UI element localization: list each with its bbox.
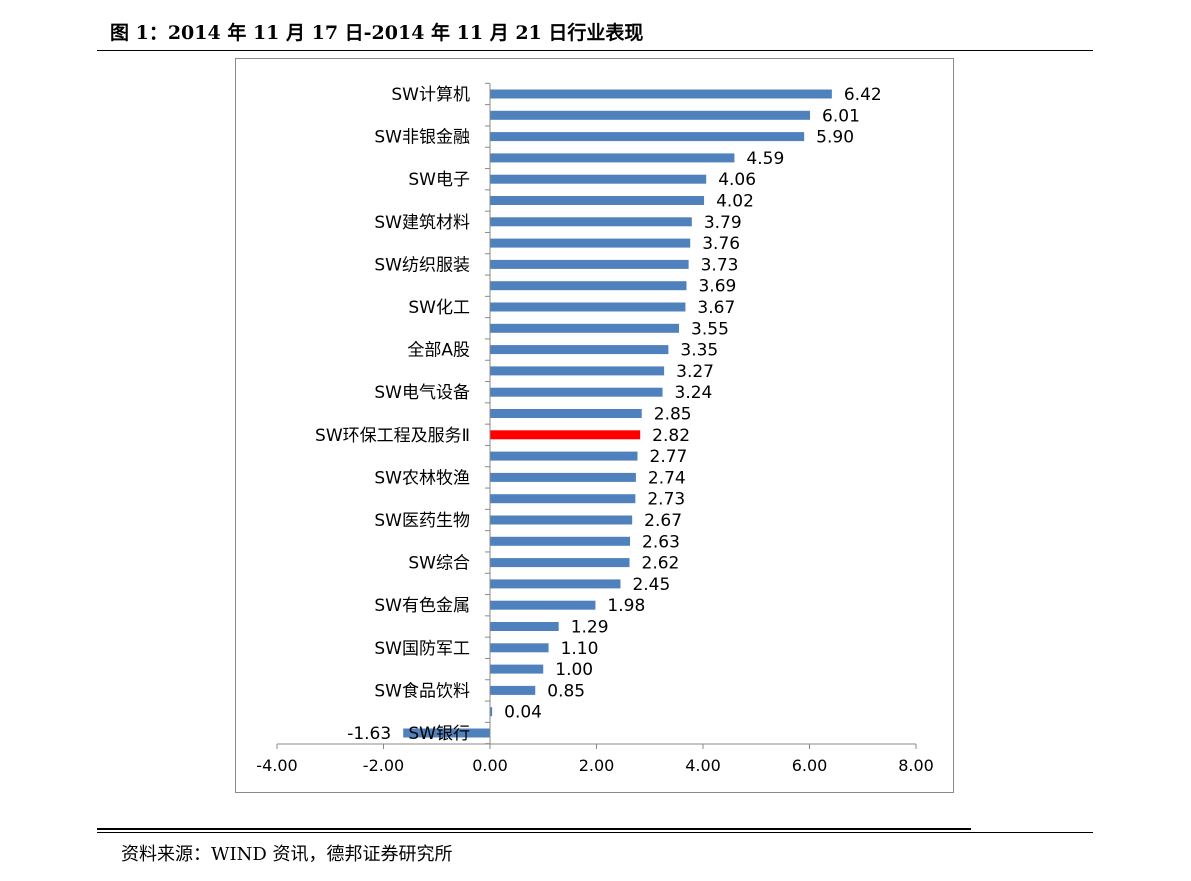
bar-chart: -4.00 -2.00 0.00 2.00 4.00 6.00 8.00 SW计算机 SW非银金…	[256, 82, 934, 775]
value-label: 1.98	[607, 596, 645, 616]
category-label: SW计算机	[391, 85, 470, 105]
category-label: 全部A股	[407, 341, 470, 361]
value-label: 3.69	[698, 277, 736, 297]
value-label: 3.79	[704, 213, 742, 233]
source-note: 资料来源：WIND 资讯，德邦证券研究所	[121, 844, 453, 865]
bar	[490, 238, 691, 248]
x-tick-label: 4.00	[685, 756, 721, 775]
bar	[490, 174, 707, 184]
category-label: SW食品饮料	[374, 681, 470, 701]
category-label: SW国防军工	[374, 639, 470, 659]
bar	[490, 89, 832, 99]
value-label: 3.73	[701, 255, 739, 275]
bar	[490, 664, 544, 674]
x-tick-label: -4.00	[256, 756, 297, 775]
value-label: 2.73	[647, 490, 685, 510]
bar	[490, 281, 687, 291]
bar	[490, 345, 669, 355]
bar	[490, 707, 493, 717]
category-label: SW农林牧渔	[374, 468, 470, 488]
category-label: SW电子	[408, 170, 470, 190]
bar	[490, 558, 630, 568]
category-label: SW电气设备	[374, 383, 470, 403]
category-label: SW有色金属	[374, 596, 470, 616]
bar	[490, 387, 663, 397]
value-label: 3.67	[697, 298, 735, 318]
value-label: 1.10	[561, 639, 599, 659]
x-tick-label: 6.00	[792, 756, 828, 775]
bar	[490, 515, 633, 525]
bar	[490, 494, 636, 504]
bar	[490, 622, 559, 631]
value-label: 2.45	[632, 575, 670, 595]
category-label: SW纺织服装	[374, 255, 470, 275]
value-label: 6.42	[844, 85, 882, 105]
source-divider-thin	[97, 832, 1093, 833]
value-label: 4.06	[718, 170, 756, 190]
x-tick-label: -2.00	[363, 756, 404, 775]
value-label: 2.82	[652, 426, 690, 446]
bar	[490, 217, 692, 227]
title-divider	[97, 50, 1093, 51]
value-label: 4.59	[746, 149, 784, 169]
figure-title: 图 1：2014 年 11 月 17 日-2014 年 11 月 21 日行业表…	[110, 22, 644, 44]
bar	[490, 196, 705, 205]
bar	[490, 110, 811, 120]
bar	[490, 600, 596, 610]
value-label: 2.63	[642, 532, 680, 552]
chart-frame: -4.00 -2.00 0.00 2.00 4.00 6.00 8.00 SW计算机 SW非银金…	[235, 58, 954, 793]
value-label: 3.76	[702, 234, 740, 254]
bar	[490, 472, 636, 482]
bar	[490, 323, 680, 333]
value-label: 2.77	[650, 447, 688, 467]
bar	[490, 579, 621, 589]
value-label: 6.01	[822, 106, 860, 126]
value-label: -1.63	[347, 724, 391, 744]
value-label: 3.55	[691, 319, 729, 339]
bar	[490, 430, 641, 440]
value-label: 3.24	[675, 383, 713, 403]
bar	[403, 728, 490, 738]
category-label: SW非银金融	[374, 128, 470, 148]
value-label: 2.67	[644, 511, 682, 531]
value-label: 4.02	[716, 192, 754, 212]
bar	[490, 259, 689, 269]
bar	[490, 366, 665, 376]
value-label: 2.62	[642, 554, 680, 574]
bar	[490, 153, 735, 163]
x-tick-label: 2.00	[579, 756, 615, 775]
source-divider-thick	[97, 828, 971, 830]
bar	[490, 302, 686, 312]
value-label: 1.29	[571, 618, 609, 638]
category-label: SW化工	[408, 298, 470, 318]
category-label: SW银行	[408, 724, 470, 744]
value-label: 2.74	[648, 468, 686, 488]
bar	[490, 451, 638, 461]
category-label: SW医药生物	[374, 511, 470, 531]
category-label: SW环保工程及服务Ⅱ	[315, 426, 470, 446]
x-tick-label: 8.00	[898, 756, 934, 775]
x-tick-label: 0.00	[472, 756, 508, 775]
value-label: 2.85	[654, 405, 692, 425]
bar	[490, 536, 631, 546]
value-label: 1.00	[555, 660, 593, 680]
value-label: 3.35	[680, 341, 718, 361]
value-label: 0.85	[547, 681, 585, 701]
bar	[490, 685, 536, 695]
bar	[490, 643, 549, 653]
value-label: 3.27	[676, 362, 714, 382]
value-label: 0.04	[504, 703, 542, 723]
category-label: SW建筑材料	[374, 213, 470, 233]
value-label: 5.90	[816, 128, 854, 148]
bar	[490, 409, 642, 418]
bar	[490, 132, 805, 142]
category-label: SW综合	[408, 554, 470, 574]
